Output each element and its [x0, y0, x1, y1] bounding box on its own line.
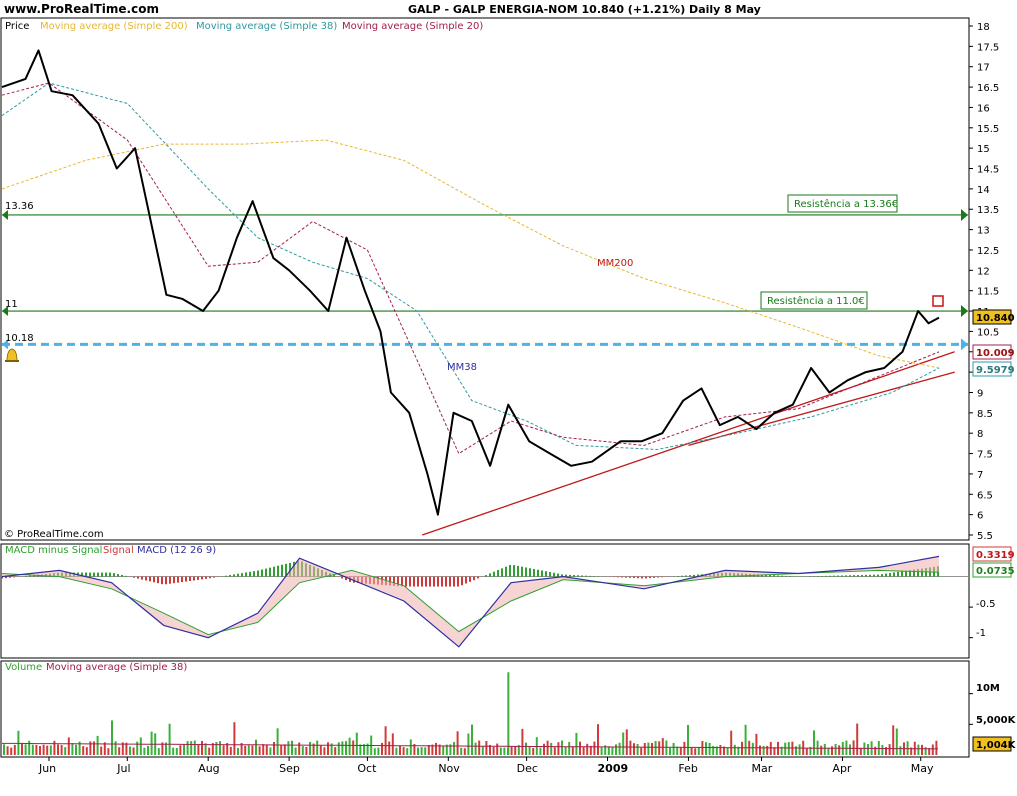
price-tick-label: 10.5: [977, 327, 999, 338]
signal-value-label: 0.0735: [976, 566, 1015, 577]
month-label: Oct: [357, 762, 377, 775]
month-label: Sep: [279, 762, 300, 775]
month-label: Mar: [752, 762, 773, 775]
macd-panel[interactable]: [0, 543, 970, 659]
resistance-box-r2[interactable]: [760, 291, 868, 310]
month-label: Jul: [116, 762, 130, 775]
month-label: Apr: [832, 762, 852, 775]
price-tick-label: 6.5: [977, 490, 993, 501]
volume-ma-line: [2, 742, 939, 750]
ma20-price-label: 10.009: [976, 348, 1015, 359]
ma38-line: [1, 82, 940, 450]
level-arrow-right-r1: [961, 208, 968, 221]
volume-legend-vol: Volume: [5, 662, 42, 673]
legend-ma38: Moving average (Simple 38): [196, 21, 337, 32]
price-tick-label: 16: [977, 103, 990, 114]
price-tick-label: 7.5: [977, 450, 993, 461]
level-arrow-right-s1: [961, 338, 968, 351]
price-line: [1, 49, 940, 516]
price-panel[interactable]: [0, 17, 970, 541]
signal-line: [1, 569, 940, 636]
volume-tick-1: 10M: [976, 683, 1000, 694]
macd-plot: [1, 555, 973, 648]
month-label: Jun: [38, 762, 56, 775]
resistance-box-r1[interactable]: [787, 194, 898, 213]
level-label-s1: 10.18: [5, 333, 34, 344]
level-arrow-left-r2: [2, 306, 8, 317]
volume-legend-ma: Moving average (Simple 38): [46, 662, 187, 673]
volume-panel[interactable]: [0, 660, 970, 758]
price-tick-label: 8: [977, 429, 983, 440]
macd-tick-1: -0.5: [976, 599, 996, 610]
chart-title: GALP - GALP ENERGIA-NOM 10.840 (+1.21%) …: [408, 3, 761, 16]
last-price-label: 10.840: [976, 313, 1015, 324]
price-tick-label: 13.5: [977, 205, 999, 216]
marker-square[interactable]: [932, 295, 944, 307]
level-arrow-right-r2: [961, 305, 968, 318]
price-tick-label: 14: [977, 185, 990, 196]
volume-ma-label: 1,004K: [976, 740, 1017, 751]
bell-icon[interactable]: [5, 348, 19, 362]
price-tick-label: 15.5: [977, 124, 999, 135]
macd-legend-hist: MACD minus Signal: [5, 545, 102, 556]
legend-ma200: Moving average (Simple 200): [40, 21, 188, 32]
volume-plot: [2, 672, 973, 755]
month-label: Feb: [678, 762, 697, 775]
volume-ma-box: [972, 736, 1012, 752]
ma200-line: [1, 139, 940, 369]
price-tick-label: 12: [977, 266, 990, 277]
annotation-mm38: MM38: [447, 362, 477, 373]
macd-line: [1, 555, 940, 648]
signal-value-box: [972, 562, 1012, 578]
header: www.ProRealTime.com GALP - GALP ENERGIA-…: [0, 0, 1017, 18]
price-tick-label: 13: [977, 226, 990, 237]
level-arrow-left-s1: [2, 339, 8, 350]
price-tick-label: 16.5: [977, 83, 999, 94]
month-label: 2009: [598, 762, 629, 775]
month-label: May: [911, 762, 934, 775]
site-name[interactable]: www.ProRealTime.com: [4, 2, 159, 16]
price-tick-label: 17: [977, 63, 990, 74]
macd-tick-2: -1: [976, 628, 986, 639]
legend-ma20: Moving average (Simple 20): [342, 21, 483, 32]
month-label: Aug: [198, 762, 219, 775]
month-axis: Jun Jul Aug Sep Oct Nov Dec 2009 Feb Mar Apr May: [38, 757, 934, 775]
macd-value-box: [972, 546, 1012, 562]
level-label-r1: 13.36: [5, 201, 34, 212]
price-tick-label: 12.5: [977, 246, 999, 257]
month-label: Nov: [438, 762, 460, 775]
macd-value-label: 0.3319: [976, 550, 1015, 561]
macd-legend-signal: Signal: [103, 545, 134, 556]
resistance-text-r2: Resistência a 11.0€: [767, 295, 865, 307]
price-axis: 18 17.5 17 16.5 16 15.5 15 14.5 14 13.5 13 12.5 12 11…: [969, 22, 999, 542]
level-label-r2: 11: [5, 299, 18, 310]
price-tick-label: 7: [977, 470, 983, 481]
price-tick-label: 8.5: [977, 409, 993, 420]
price-tick-label: 6: [977, 511, 983, 522]
price-tick-label: 15: [977, 144, 990, 155]
trendline: [688, 371, 955, 447]
price-tick-label: 18: [977, 22, 990, 33]
trendline: [422, 351, 955, 536]
price-tick-label: 11.5: [977, 287, 999, 298]
price-tick-label: 14.5: [977, 165, 999, 176]
ma20-line: [1, 82, 940, 455]
price-tick-label: 17.5: [977, 42, 999, 53]
ma38-price-label: 9.5979: [976, 365, 1015, 376]
last-price-box: [972, 309, 1012, 325]
level-arrow-left-r1: [2, 209, 8, 220]
price-tick-label: 9: [977, 388, 983, 399]
ma20-price-box: [972, 344, 1012, 360]
volume-tick-2: 5,000K: [976, 715, 1017, 726]
resistance-text-r1: Resistência a 13.36€: [794, 198, 898, 210]
price-plot: [1, 49, 968, 536]
annotation-mm200: MM200: [597, 258, 633, 269]
month-label: Dec: [517, 762, 538, 775]
copyright: © ProRealTime.com: [4, 529, 104, 540]
macd-legend-macd: MACD (12 26 9): [137, 545, 216, 556]
ma38-price-box: [972, 361, 1012, 377]
price-tick-label: 5.5: [977, 531, 993, 542]
legend-price: Price: [5, 21, 29, 32]
